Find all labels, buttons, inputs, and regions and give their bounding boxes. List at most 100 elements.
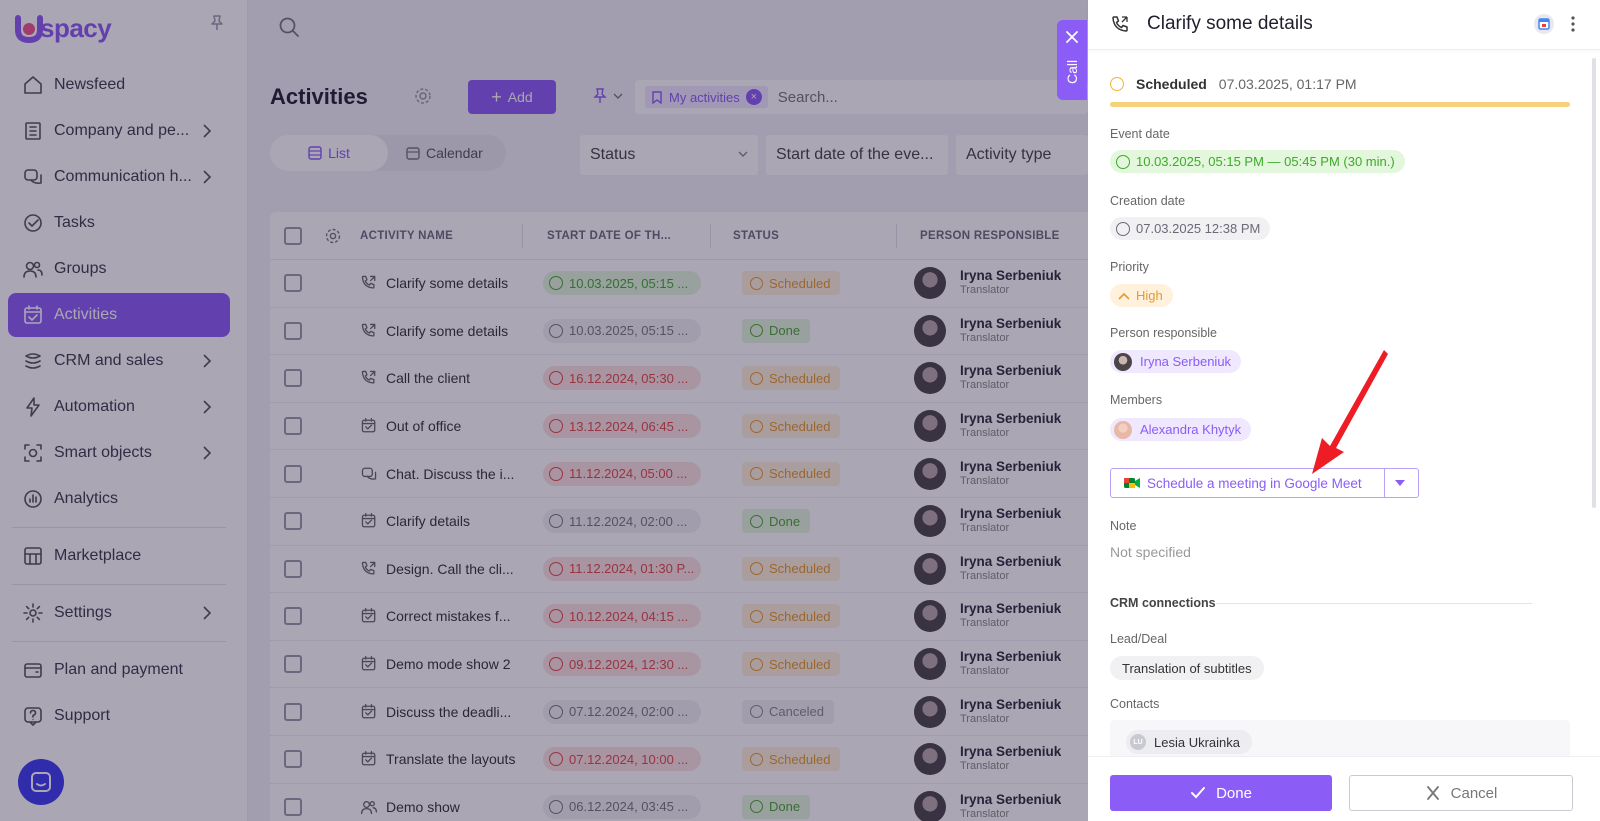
column-start-date[interactable]: START DATE OF TH... <box>547 229 672 242</box>
pinned-filters-dropdown[interactable] <box>593 86 627 106</box>
person-responsible-pill[interactable]: Iryna Serbeniuk <box>1110 350 1242 373</box>
caret-down-icon[interactable] <box>1395 480 1405 486</box>
select-all-checkbox[interactable] <box>284 226 302 245</box>
column-divider[interactable] <box>710 224 711 248</box>
close-icon[interactable] <box>1065 30 1079 44</box>
column-activity-name[interactable]: ACTIVITY NAME <box>360 229 454 242</box>
search-input[interactable] <box>777 88 1028 106</box>
row-checkbox[interactable] <box>284 274 302 293</box>
column-divider[interactable] <box>896 224 897 248</box>
row-checkbox[interactable] <box>284 417 302 436</box>
activity-name-cell[interactable]: Out of office <box>360 417 461 435</box>
row-checkbox[interactable] <box>284 607 302 626</box>
sidebar-item-company-and-pe[interactable]: Company and pe... <box>8 109 230 153</box>
gear-icon[interactable] <box>413 86 433 106</box>
sidebar-item-newsfeed[interactable]: Newsfeed <box>8 63 230 107</box>
column-person-responsible[interactable]: PERSON RESPONSIBLE <box>920 229 1060 242</box>
google-meet-button[interactable]: Schedule a meeting in Google Meet <box>1110 468 1419 498</box>
table-row[interactable]: Design. Call the cli... 11.12.2024, 01:30… <box>270 546 1088 594</box>
sidebar-divider <box>12 584 226 585</box>
sidebar-item-smart-objects[interactable]: Smart objects <box>8 431 230 475</box>
status-filter[interactable]: Status <box>580 135 758 175</box>
sidebar-item-marketplace[interactable]: Marketplace <box>8 534 230 578</box>
activity-name-cell[interactable]: Demo mode show 2 <box>360 655 511 673</box>
table-row[interactable]: Chat. Discuss the i... 11.12.2024, 05:00 … <box>270 450 1088 498</box>
activity-name-cell[interactable]: Clarify some details <box>360 322 508 340</box>
event-date-pill[interactable]: 10.03.2025, 05:15 PM — 05:45 PM (30 min.… <box>1110 150 1405 173</box>
pin-icon[interactable] <box>208 14 226 32</box>
more-options-icon[interactable] <box>1570 14 1576 34</box>
row-checkbox[interactable] <box>284 702 302 721</box>
table-row[interactable]: Clarify some details 10.03.2025, 05:15 ..… <box>270 260 1088 308</box>
add-button[interactable]: + Add <box>468 80 556 114</box>
member-pill[interactable]: Alexandra Khytyk <box>1110 418 1252 441</box>
table-row[interactable]: Correct mistakes f... 10.12.2024, 04:15 .… <box>270 593 1088 641</box>
sidebar-item-communication-h[interactable]: Communication h... <box>8 155 230 199</box>
table-row[interactable]: Demo show 06.12.2024, 03:45 ... Done Iryna … <box>270 784 1088 821</box>
column-status[interactable]: STATUS <box>733 229 780 242</box>
table-row[interactable]: Clarify some details 10.03.2025, 05:15 ..… <box>270 308 1088 356</box>
event-date-label: Event date <box>1110 127 1170 141</box>
table-row[interactable]: Discuss the deadli... 07.12.2024, 02:00 .… <box>270 688 1088 736</box>
panel-scrollbar[interactable] <box>1592 58 1596 508</box>
global-search-icon[interactable] <box>278 16 300 38</box>
contact-pill[interactable]: LU Lesia Ukrainka <box>1126 730 1252 754</box>
modal-backdrop[interactable] <box>0 0 1088 821</box>
column-settings-icon[interactable] <box>324 227 342 245</box>
sidebar-item-crm-and-sales[interactable]: CRM and sales <box>8 339 230 383</box>
section-divider <box>1216 603 1532 604</box>
row-checkbox[interactable] <box>284 464 302 483</box>
start-date-filter[interactable]: Start date of the eve... <box>766 135 948 175</box>
sidebar-item-groups[interactable]: Groups <box>8 247 230 291</box>
activities-search[interactable]: My activities × <box>635 80 1088 114</box>
my-activities-chip[interactable]: My activities × <box>645 86 768 108</box>
note-value[interactable]: Not specified <box>1110 544 1191 560</box>
table-row[interactable]: Out of office 13.12.2024, 06:45 ... Schedu… <box>270 403 1088 451</box>
sidebar-item-analytics[interactable]: Analytics <box>8 477 230 521</box>
activity-name-cell[interactable]: Call the client <box>360 369 470 387</box>
activity-name-cell[interactable]: Discuss the deadli... <box>360 703 511 721</box>
activity-name-cell[interactable]: Clarify some details <box>360 274 508 292</box>
sidebar-item-support[interactable]: Support <box>8 694 230 738</box>
call-tab[interactable]: Call <box>1057 20 1087 100</box>
activity-name-cell[interactable]: Clarify details <box>360 512 470 530</box>
chip-remove-icon[interactable]: × <box>745 89 762 105</box>
activity-type-filter[interactable]: Activity type <box>956 135 1088 175</box>
sidebar-item-plan-and-payment[interactable]: Plan and payment <box>8 648 230 692</box>
sidebar-item-activities[interactable]: Activities <box>8 293 230 337</box>
table-row[interactable]: Clarify details 11.12.2024, 02:00 ... Done… <box>270 498 1088 546</box>
activity-name-cell[interactable]: Demo show <box>360 798 460 816</box>
clock-icon <box>1116 154 1130 169</box>
row-checkbox[interactable] <box>284 512 302 531</box>
priority-pill[interactable]: High <box>1110 284 1173 307</box>
done-button[interactable]: Done <box>1110 775 1332 811</box>
start-date: 13.12.2024, 06:45 ... <box>569 418 689 434</box>
activity-name-cell[interactable]: Chat. Discuss the i... <box>360 465 514 483</box>
google-calendar-icon[interactable] <box>1534 14 1554 34</box>
app-logo[interactable]: spacy <box>14 8 112 48</box>
support-chat-button[interactable] <box>18 759 64 805</box>
row-checkbox[interactable] <box>284 750 302 769</box>
table-row[interactable]: Demo mode show 2 09.12.2024, 12:30 ... Sch… <box>270 641 1088 689</box>
chat-bubble-icon <box>31 772 51 792</box>
avatar <box>914 648 946 681</box>
row-checkbox[interactable] <box>284 797 302 816</box>
activity-name-cell[interactable]: Design. Call the cli... <box>360 560 514 578</box>
table-row[interactable]: Translate the layouts 07.12.2024, 10:00 .… <box>270 736 1088 784</box>
activity-name-cell[interactable]: Translate the layouts <box>360 750 515 768</box>
calendar-icon <box>406 147 420 160</box>
row-checkbox[interactable] <box>284 559 302 578</box>
row-checkbox[interactable] <box>284 321 302 340</box>
cancel-button[interactable]: Cancel <box>1349 775 1573 811</box>
list-view-tab[interactable]: List <box>270 135 388 171</box>
lead-deal-pill[interactable]: Translation of subtitles <box>1110 656 1264 680</box>
sidebar-item-tasks[interactable]: Tasks <box>8 201 230 245</box>
sidebar-item-settings[interactable]: Settings <box>8 591 230 635</box>
table-row[interactable]: Call the client 16.12.2024, 05:30 ... Sche… <box>270 355 1088 403</box>
column-divider[interactable] <box>522 224 523 248</box>
activity-name-cell[interactable]: Correct mistakes f... <box>360 607 510 625</box>
sidebar-item-automation[interactable]: Automation <box>8 385 230 429</box>
row-checkbox[interactable] <box>284 369 302 388</box>
calendar-view-tab[interactable]: Calendar <box>406 135 483 171</box>
row-checkbox[interactable] <box>284 655 302 674</box>
